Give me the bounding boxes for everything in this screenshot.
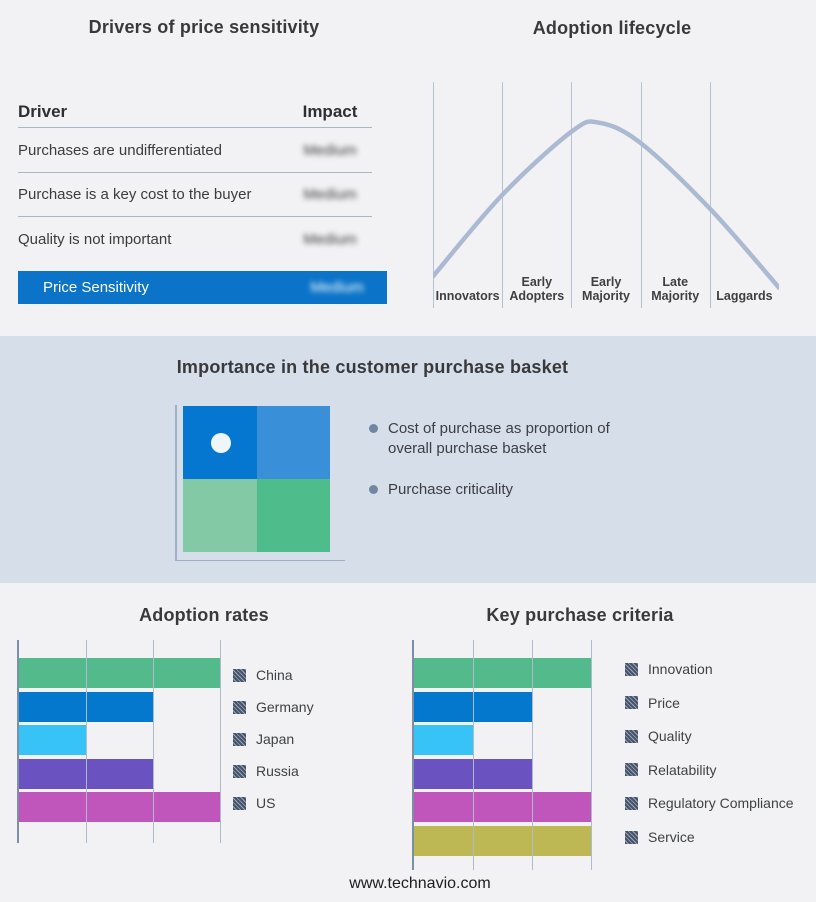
price-sensitivity-label: Price Sensitivity	[43, 279, 149, 296]
quadrant-marker-dot	[211, 433, 231, 453]
quadrant-y-axis	[175, 405, 177, 561]
legend-label: Regulatory Compliance	[648, 795, 794, 812]
footer-url: www.technavio.com	[349, 875, 491, 892]
impact-value: Medium	[303, 230, 357, 248]
bullet-item: Purchase criticality	[369, 480, 631, 500]
legend-swatch-icon	[625, 763, 638, 777]
key-purchase-criteria-legend-item-relatability: Relatability	[625, 762, 716, 778]
adoption-rates-grid-line	[220, 640, 221, 843]
key-purchase-criteria-chart: Key purchase criteria Innovation Price Qua…	[400, 583, 816, 902]
drivers-table: Driver Impact Purchases are undifferenti…	[18, 96, 372, 261]
key-purchase-criteria-title: Key purchase criteria	[486, 605, 674, 625]
quadrant-chart	[183, 406, 330, 552]
legend-label: Russia	[256, 763, 299, 779]
legend-label: Germany	[256, 699, 314, 715]
stage-label-late-majority: Late Majority	[651, 274, 700, 304]
legend-label: Japan	[256, 731, 295, 747]
price-sensitivity-row: Price Sensitivity Medium	[18, 271, 387, 304]
lifecycle-panel: Adoption lifecycle	[408, 0, 816, 336]
bullet-list: Cost of purchase as proportion of overal…	[369, 419, 631, 500]
legend-label: US	[256, 795, 276, 811]
table-row: Purchase is a key cost to the buyer Medi…	[18, 173, 372, 217]
quadrant-cell-top-right	[256, 406, 330, 479]
impact-value: Medium	[303, 141, 357, 159]
drivers-panel: Drivers of price sensitivity Driver Impa…	[0, 0, 408, 336]
stage-label-early-majority: Early Majority	[582, 274, 630, 304]
key-purchase-criteria-bar-service	[414, 825, 591, 856]
legend-swatch-icon	[625, 729, 638, 743]
table-header: Driver Impact	[18, 96, 372, 128]
impact-value: Medium	[303, 186, 357, 203]
legend-label: Relatability	[648, 761, 717, 778]
legend-swatch-icon	[233, 732, 246, 746]
quadrant-cell-bottom-right	[256, 479, 330, 552]
driver-cell: Purchase is a key cost to the buyer	[18, 186, 252, 203]
quadrant-x-axis	[175, 559, 345, 561]
adoption-rates-chart: Adoption rates China Germany Japan Russia US	[0, 583, 408, 902]
adoption-rates-legend-item-russia: Russia	[233, 763, 299, 779]
key-purchase-criteria-legend-item-innovation: Innovation	[625, 661, 713, 677]
adoption-rates-legend-item-japan: Japan	[233, 731, 294, 747]
header-impact: Impact	[302, 101, 358, 121]
importance-title: Importance in the customer purchase bask…	[176, 357, 569, 377]
stage-label-early-adopters: Early Adopters	[509, 274, 565, 304]
legend-label: Price	[648, 694, 680, 711]
table-row: Purchases are undifferentiated Medium	[18, 128, 372, 173]
legend-swatch-icon	[233, 668, 246, 682]
bullet-dot-icon	[369, 424, 378, 433]
legend-swatch-icon	[625, 796, 638, 810]
legend-label: Quality	[648, 728, 692, 745]
stage-label-laggards: Laggards	[716, 289, 773, 304]
key-purchase-criteria-bar-regulatory-compliance	[414, 792, 591, 822]
legend-swatch-icon	[625, 662, 638, 676]
quadrant-cell-bottom-left	[183, 479, 257, 552]
legend-swatch-icon	[233, 796, 246, 810]
legend-label: Innovation	[648, 661, 713, 677]
key-purchase-criteria-bar-quality	[414, 725, 473, 755]
adoption-rates-y-axis	[17, 640, 19, 843]
impact-value: Medium	[310, 279, 364, 296]
key-purchase-criteria-grid-line	[473, 640, 474, 870]
adoption-rates-legend-item-us: US	[233, 795, 275, 811]
header-driver: Driver	[18, 101, 68, 121]
adoption-rates-bar-japan	[19, 725, 86, 756]
key-purchase-criteria-legend-item-quality: Quality	[625, 728, 692, 744]
lifecycle-stage-labels: Innovators Early Adopters Early Majority…	[433, 250, 779, 304]
lifecycle-curve	[433, 119, 779, 290]
drivers-title: Drivers of price sensitivity	[88, 17, 320, 37]
adoption-rates-bar-us	[19, 792, 220, 823]
key-purchase-criteria-legend-item-service: Service	[625, 829, 695, 845]
driver-cell: Quality is not important	[18, 230, 172, 248]
stage-label-innovators: Innovators	[435, 289, 500, 304]
legend-swatch-icon	[625, 696, 638, 710]
key-purchase-criteria-legend-item-price: Price	[625, 695, 680, 711]
adoption-rates-legend-item-germany: Germany	[233, 699, 314, 715]
adoption-rates-title: Adoption rates	[139, 605, 269, 625]
key-purchase-criteria-grid-line	[591, 640, 592, 870]
driver-cell: Purchases are undifferentiated	[18, 141, 223, 159]
legend-swatch-icon	[233, 700, 246, 714]
legend-label: China	[256, 667, 293, 683]
quadrant-cell-top-left	[183, 406, 257, 479]
legend-swatch-icon	[233, 764, 246, 778]
legend-swatch-icon	[625, 830, 638, 844]
key-purchase-criteria-y-axis	[412, 640, 414, 870]
bullet-dot-icon	[369, 485, 378, 494]
legend-label: Service	[648, 829, 695, 845]
adoption-rates-grid-line	[86, 640, 87, 843]
lifecycle-title: Adoption lifecycle	[532, 18, 692, 38]
key-purchase-criteria-grid-line	[532, 640, 533, 870]
bullet-text: Purchase criticality	[388, 481, 514, 498]
adoption-rates-grid-line	[153, 640, 154, 843]
lifecycle-chart	[433, 82, 779, 308]
adoption-rates-bar-china	[19, 658, 220, 688]
adoption-rates-legend-item-china: China	[233, 667, 293, 683]
key-purchase-criteria-legend-item-regulatory-compliance: Regulatory Compliance	[625, 795, 794, 811]
importance-band: Importance in the customer purchase bask…	[0, 336, 816, 583]
bullet-text: Cost of purchase as proportion of overal…	[388, 420, 610, 457]
key-purchase-criteria-bar-innovation	[414, 658, 591, 688]
bullet-item: Cost of purchase as proportion of overal…	[369, 419, 631, 459]
table-row: Quality is not important Medium	[18, 217, 372, 261]
